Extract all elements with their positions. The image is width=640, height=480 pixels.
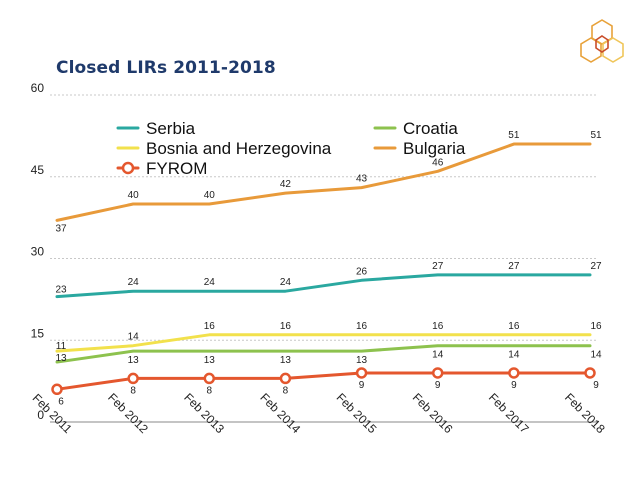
legend: Serbia Croatia Bosnia and Herzegovina Bulga…: [116, 119, 466, 178]
x-tick-label: Feb 2015: [334, 390, 380, 436]
y-tick-label: 0: [37, 408, 44, 422]
x-tick-label: Feb 2018: [562, 390, 608, 436]
data-label: 42: [280, 179, 292, 190]
legend-item-fyrom: FYROM: [116, 159, 207, 178]
data-label: 11: [56, 341, 67, 352]
data-label: 23: [55, 285, 67, 296]
x-tick-label: Feb 2012: [105, 390, 151, 436]
grid-lines: [50, 94, 598, 423]
y-axis-ticks: 0 15 30 45 60: [31, 81, 45, 422]
data-label: 40: [128, 190, 140, 201]
x-tick-label: Feb 2017: [486, 390, 532, 436]
ripe-ncc-logo-icon: [580, 19, 624, 63]
data-label: 24: [128, 277, 140, 288]
legend-label: Bosnia and Herzegovina: [146, 139, 332, 158]
data-label: 8: [207, 385, 213, 396]
legend-item-bulgaria: Bulgaria: [373, 139, 466, 158]
legend-item-bosnia-and-herzegovina: Bosnia and Herzegovina: [116, 139, 332, 158]
y-tick-label: 15: [31, 326, 45, 340]
data-label: 16: [356, 321, 368, 332]
data-label: 8: [283, 385, 289, 396]
legend-marker: [121, 161, 135, 175]
data-label: 16: [432, 321, 444, 332]
series-line-bosnia-and-herzegovina: [55, 333, 592, 353]
data-label: 13: [280, 355, 292, 366]
data-label: 27: [590, 261, 602, 272]
legend-label: Bulgaria: [403, 139, 466, 158]
data-label: 14: [128, 332, 140, 343]
series-line-serbia: [55, 273, 592, 299]
y-tick-label: 30: [31, 245, 45, 259]
data-label: 16: [280, 321, 292, 332]
data-label: 14: [432, 350, 444, 361]
data-label: 13: [128, 355, 140, 366]
data-label: 27: [432, 261, 444, 272]
data-label: 46: [432, 157, 444, 168]
data-label: 24: [280, 277, 292, 288]
data-point-marker: [584, 367, 596, 379]
data-point-marker: [508, 367, 520, 379]
legend-label: Croatia: [403, 119, 458, 138]
data-label: 37: [55, 223, 67, 234]
data-label: 27: [508, 261, 520, 272]
data-label: 9: [511, 380, 517, 391]
data-label: 13: [356, 355, 368, 366]
chart-title: Closed LIRs 2011-2018: [56, 58, 276, 78]
data-label: 9: [593, 380, 599, 391]
data-label: 16: [508, 321, 520, 332]
x-tick-label: Feb 2014: [257, 390, 303, 436]
data-label: 16: [204, 321, 216, 332]
data-label: 51: [590, 130, 602, 141]
x-tick-label: Feb 2013: [181, 390, 227, 436]
data-label: 14: [590, 350, 602, 361]
y-tick-label: 60: [31, 81, 45, 95]
data-point-marker: [279, 372, 292, 385]
x-tick-label: Feb 2016: [410, 390, 456, 436]
data-point-marker: [431, 367, 444, 379]
data-point-marker: [51, 383, 63, 396]
data-label: 40: [204, 190, 216, 201]
series-line-fyrom: [55, 371, 592, 391]
data-label: 26: [356, 266, 368, 277]
data-label: 6: [58, 396, 64, 407]
data-point-marker: [355, 367, 368, 379]
data-label: 13: [55, 353, 67, 364]
legend-label: Serbia: [146, 119, 196, 138]
data-label: 9: [435, 380, 441, 391]
series-line-croatia: [55, 344, 592, 364]
data-label: 8: [130, 385, 136, 396]
legend-item-serbia: Serbia: [116, 119, 196, 138]
data-point-marker: [127, 372, 139, 385]
data-label: 51: [508, 130, 520, 141]
legend-label: FYROM: [146, 159, 207, 178]
legend-item-croatia: Croatia: [373, 119, 458, 138]
data-label: 43: [356, 174, 368, 185]
data-label: 13: [204, 355, 216, 366]
data-label: 16: [590, 321, 602, 332]
data-label: 14: [508, 350, 520, 361]
x-axis-ticks: Feb 2011 Feb 2012 Feb 2013 Feb 2014 Feb 2015…: [30, 390, 608, 436]
series-line-bulgaria: [55, 142, 592, 222]
series-lines: [51, 142, 596, 396]
data-point-marker: [203, 372, 216, 385]
y-tick-label: 45: [31, 163, 45, 177]
data-label: 24: [204, 277, 216, 288]
data-label: 9: [359, 380, 365, 391]
